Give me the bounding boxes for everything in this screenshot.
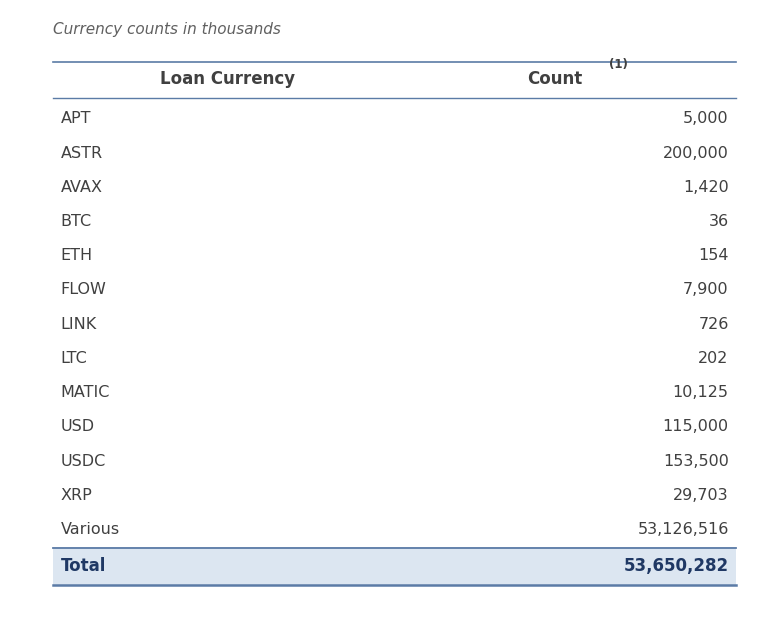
Text: 202: 202 — [698, 351, 729, 366]
Text: 154: 154 — [698, 249, 729, 263]
Text: 153,500: 153,500 — [663, 454, 729, 469]
Text: FLOW: FLOW — [61, 283, 106, 297]
Text: USD: USD — [61, 420, 95, 434]
Text: ASTR: ASTR — [61, 146, 103, 160]
Text: Count: Count — [528, 70, 583, 88]
Text: BTC: BTC — [61, 214, 92, 229]
Text: 10,125: 10,125 — [672, 385, 729, 400]
Text: (1): (1) — [609, 58, 628, 71]
Text: LTC: LTC — [61, 351, 87, 366]
Text: 1,420: 1,420 — [683, 180, 729, 195]
Text: AVAX: AVAX — [61, 180, 102, 195]
Text: 7,900: 7,900 — [683, 283, 729, 297]
Text: XRP: XRP — [61, 488, 93, 503]
Text: MATIC: MATIC — [61, 385, 110, 400]
Text: USDC: USDC — [61, 454, 106, 469]
Text: 200,000: 200,000 — [663, 146, 729, 160]
Text: 29,703: 29,703 — [673, 488, 729, 503]
FancyBboxPatch shape — [53, 547, 736, 585]
Text: 36: 36 — [708, 214, 729, 229]
Text: Loan Currency: Loan Currency — [160, 70, 295, 88]
Text: LINK: LINK — [61, 317, 97, 332]
Text: Total: Total — [61, 557, 106, 575]
Text: 726: 726 — [698, 317, 729, 332]
Text: 53,650,282: 53,650,282 — [623, 557, 729, 575]
Text: Currency counts in thousands: Currency counts in thousands — [53, 22, 281, 37]
Text: APT: APT — [61, 112, 91, 126]
Text: ETH: ETH — [61, 249, 93, 263]
Text: Various: Various — [61, 522, 120, 537]
Text: 5,000: 5,000 — [683, 112, 729, 126]
Text: 115,000: 115,000 — [663, 420, 729, 434]
Text: 53,126,516: 53,126,516 — [638, 522, 729, 537]
